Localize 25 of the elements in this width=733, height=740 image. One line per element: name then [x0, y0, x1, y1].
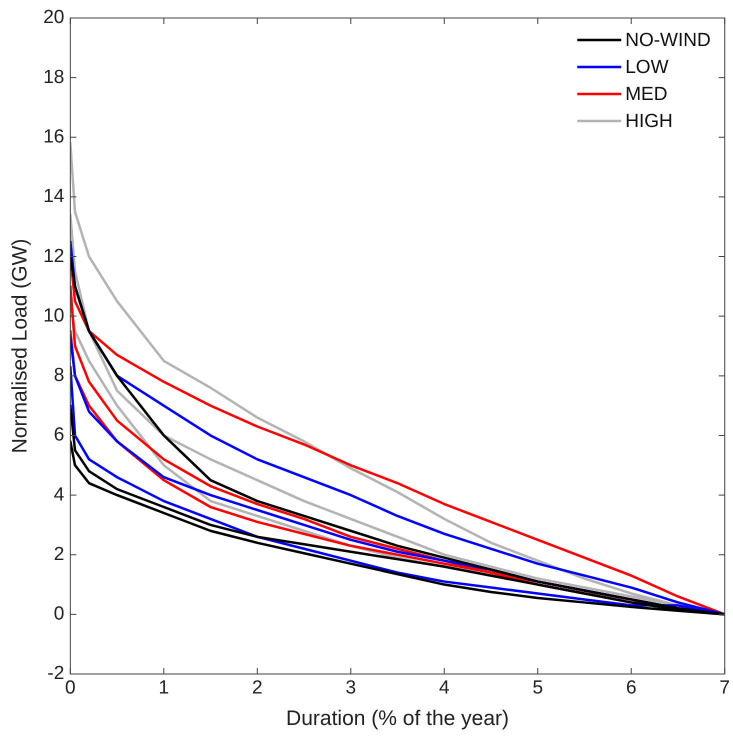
legend-label: HIGH	[625, 111, 673, 132]
y-tick-label: 0	[54, 604, 64, 625]
legend-label: LOW	[625, 57, 669, 78]
y-tick-label: 6	[54, 424, 64, 446]
x-axis-title: Duration (% of the year)	[286, 707, 509, 730]
x-tick-label: 6	[626, 678, 637, 699]
x-tick-label: 5	[532, 678, 544, 699]
y-axis-title: Normalised Load (GW)	[8, 238, 32, 454]
y-tick-label: 10	[43, 305, 64, 326]
legend-label: NO-WIND	[625, 30, 711, 52]
x-tick-label: 4	[438, 678, 450, 699]
y-tick-label: 18	[43, 66, 64, 88]
y-tick-label: -2	[47, 663, 64, 684]
y-tick-label: 8	[54, 365, 64, 386]
y-tick-label: 20	[43, 7, 64, 28]
legend-label: MED	[625, 84, 668, 106]
y-tick-label: 2	[54, 544, 64, 565]
y-tick-label: 16	[43, 126, 64, 148]
x-tick-label: 7	[719, 678, 730, 699]
y-tick-label: 14	[43, 186, 65, 208]
y-tick-label: 12	[43, 246, 64, 267]
x-tick-label: 2	[252, 678, 263, 699]
x-tick-label: 3	[345, 678, 356, 699]
y-tick-label: 4	[54, 484, 65, 506]
x-tick-label: 1	[158, 678, 170, 699]
